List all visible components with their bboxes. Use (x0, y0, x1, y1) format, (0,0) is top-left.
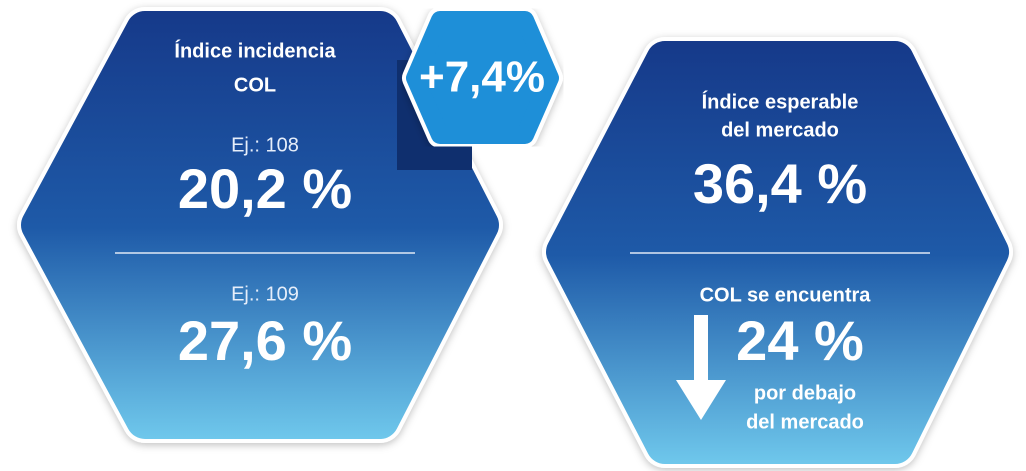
right-panel: Índice esperable del mercado 36,4 % COL … (542, 37, 1013, 468)
title-line: Índice esperable (702, 90, 859, 113)
down-arrow (676, 315, 726, 420)
note: por debajo (754, 382, 856, 404)
badge-value: +7,4% (419, 53, 545, 102)
note: COL se encuentra (700, 284, 872, 306)
item-value: 20,2 % (178, 157, 352, 220)
title-line: COL (234, 74, 276, 96)
value: 36,4 % (693, 152, 867, 215)
note: del mercado (746, 411, 864, 433)
item-value: 27,6 % (178, 309, 352, 372)
item-label: Ej.: 109 (231, 283, 299, 305)
badge: +7,4% (402, 7, 563, 148)
item-label: Ej.: 108 (231, 134, 299, 156)
left-panel: Índice incidencia COL Ej.: 108 20,2 % Ej… (17, 7, 503, 443)
title-line: Índice incidencia (174, 39, 336, 62)
title-line: del mercado (721, 119, 839, 141)
difference: 24 % (736, 309, 864, 372)
